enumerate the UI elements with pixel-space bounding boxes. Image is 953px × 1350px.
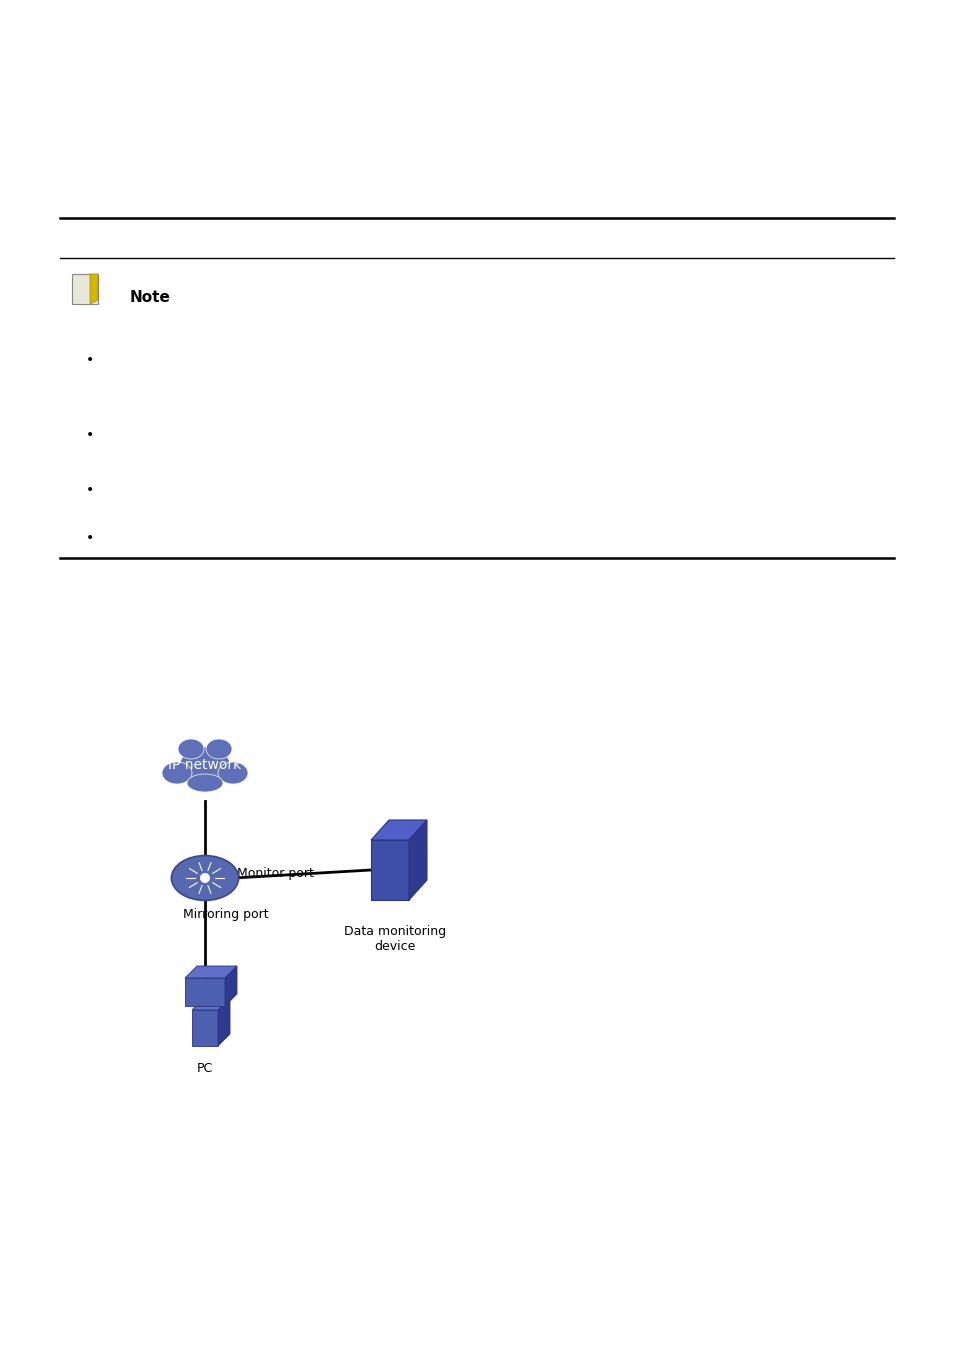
Polygon shape xyxy=(192,998,230,1010)
Ellipse shape xyxy=(162,761,192,784)
Polygon shape xyxy=(371,840,409,900)
Text: IP network: IP network xyxy=(168,757,241,772)
Ellipse shape xyxy=(187,774,223,792)
Polygon shape xyxy=(371,819,427,840)
Text: Note: Note xyxy=(130,290,171,305)
Text: Mirroring port: Mirroring port xyxy=(183,909,269,921)
Text: PC: PC xyxy=(196,1062,213,1075)
Circle shape xyxy=(200,873,210,883)
Text: •: • xyxy=(86,428,94,441)
Text: Data monitoring
device: Data monitoring device xyxy=(344,925,446,953)
Ellipse shape xyxy=(206,738,232,759)
Text: •: • xyxy=(86,531,94,545)
Polygon shape xyxy=(218,998,230,1046)
Ellipse shape xyxy=(172,856,238,900)
Polygon shape xyxy=(409,819,427,900)
FancyBboxPatch shape xyxy=(71,274,98,304)
Polygon shape xyxy=(90,274,98,304)
Polygon shape xyxy=(192,1010,218,1046)
Polygon shape xyxy=(185,967,236,977)
Ellipse shape xyxy=(178,738,204,759)
Polygon shape xyxy=(225,967,236,1006)
Ellipse shape xyxy=(218,761,248,784)
Text: Monitor port: Monitor port xyxy=(236,868,314,880)
Polygon shape xyxy=(185,977,225,1006)
Ellipse shape xyxy=(180,747,230,783)
Text: •: • xyxy=(86,352,94,367)
Text: •: • xyxy=(86,483,94,497)
